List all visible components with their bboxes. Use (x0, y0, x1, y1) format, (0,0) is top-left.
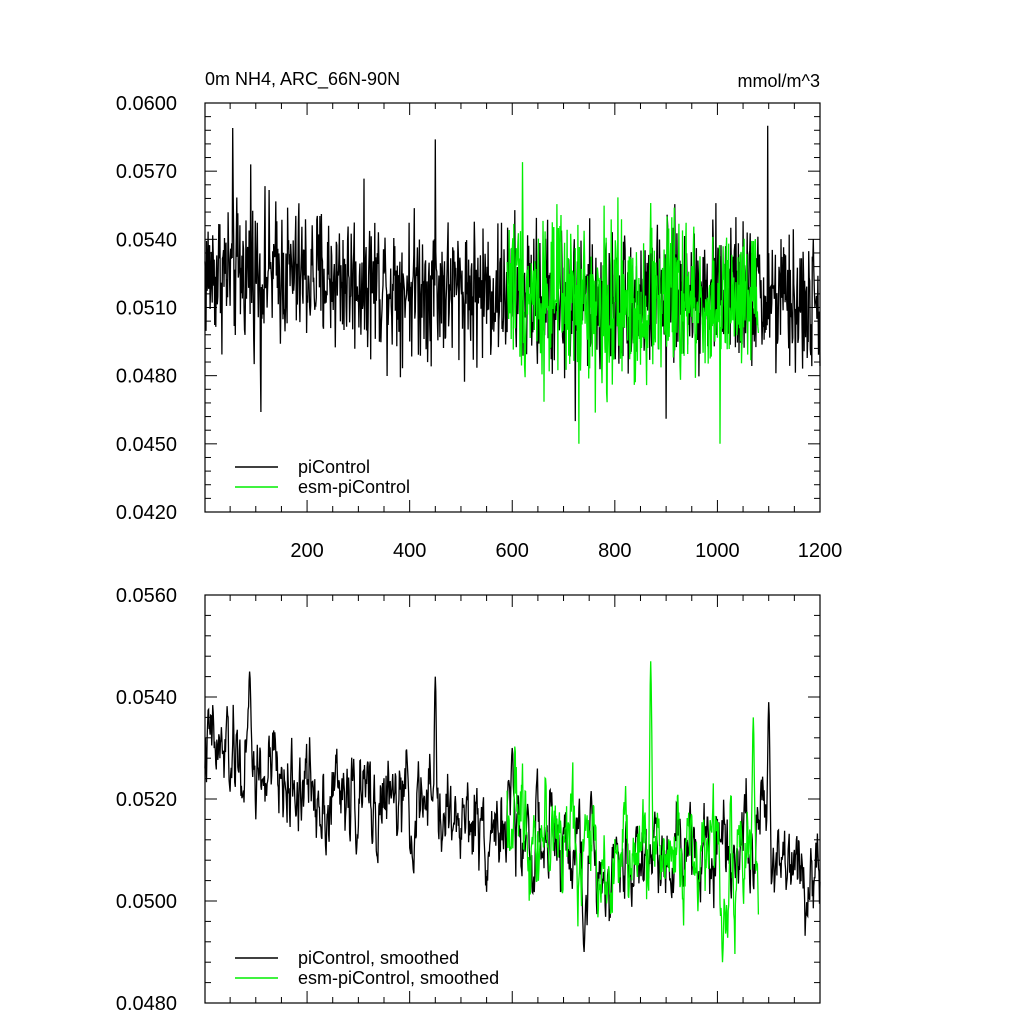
bottom-series-line-1 (506, 661, 760, 963)
top-x-tick-label: 1200 (798, 540, 843, 562)
bottom-legend-label-0: piControl, smoothed (298, 948, 459, 968)
top-y-tick-label: 0.0600 (116, 93, 177, 115)
top-x-tick-label: 1000 (695, 540, 740, 562)
top-y-tick-label: 0.0480 (116, 366, 177, 388)
top-legend-label-1: esm-piControl (298, 477, 410, 497)
bottom-y-tick-label: 0.0540 (116, 687, 177, 709)
bottom-y-tick-label: 0.0480 (116, 993, 177, 1015)
bottom-y-tick-label: 0.0520 (116, 789, 177, 811)
top-legend-label-0: piControl (298, 457, 370, 477)
top-y-tick-label: 0.0450 (116, 434, 177, 456)
top-panel: 0m NH4, ARC_66N-90N mmol/m^3 0.0420 0.045… (116, 69, 842, 562)
top-x-tick-label: 200 (290, 540, 323, 562)
top-y-tick-label: 0.0510 (116, 298, 177, 320)
bottom-y-tick-label: 0.0560 (116, 585, 177, 607)
bottom-y-tick-label: 0.0500 (116, 891, 177, 913)
top-y-tick-label: 0.0570 (116, 161, 177, 183)
top-series-line-1 (506, 162, 760, 444)
top-x-tick-label: 600 (496, 540, 529, 562)
top-y-tick-label: 0.0540 (116, 229, 177, 251)
bottom-panel: 0.0480 0.0500 0.0520 0.0540 0.0560 piControl,… (116, 585, 821, 1015)
units-label: mmol/m^3 (738, 71, 820, 91)
top-x-tick-label: 800 (598, 540, 631, 562)
top-x-tick-label: 400 (393, 540, 426, 562)
top-y-tick-label: 0.0420 (116, 502, 177, 524)
bottom-legend-label-1: esm-piControl, smoothed (298, 968, 499, 988)
chart-title: 0m NH4, ARC_66N-90N (205, 69, 400, 90)
